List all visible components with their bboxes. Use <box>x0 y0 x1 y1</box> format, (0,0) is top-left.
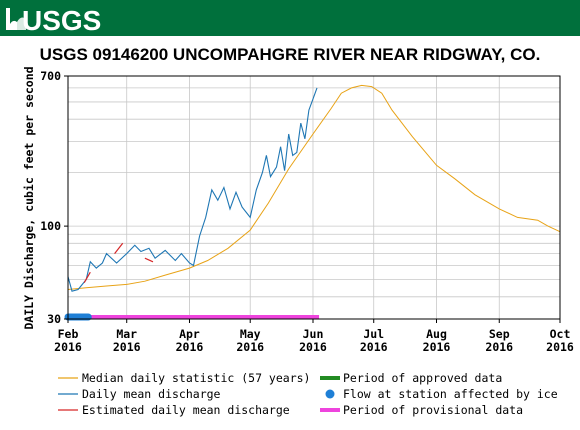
x-tick-year: 2016 <box>546 340 574 354</box>
legend-label-daily-mean: Daily mean discharge <box>82 387 221 401</box>
x-tick-year: 2016 <box>299 340 327 354</box>
x-tick-month: Feb <box>58 327 79 341</box>
chart-title: USGS 09146200 UNCOMPAHGRE RIVER NEAR RID… <box>40 45 541 64</box>
legend-label-estimated: Estimated daily mean discharge <box>82 403 290 417</box>
x-tick-year: 2016 <box>113 340 141 354</box>
y-tick-label: 100 <box>40 219 61 233</box>
x-tick-month: Sep <box>489 327 510 341</box>
usgs-wave-icon <box>6 8 26 30</box>
y-axis-ticks: 30 100 700 <box>40 69 68 326</box>
usgs-logo-text: USGS <box>22 5 101 36</box>
legend: Median daily statistic (57 years) Daily … <box>58 371 558 417</box>
x-tick-month: Jul <box>363 327 384 341</box>
legend-label-ice: Flow at station affected by ice <box>343 387 558 401</box>
estimated-segment <box>114 242 124 254</box>
x-tick-year: 2016 <box>485 340 513 354</box>
median-line <box>67 84 561 290</box>
usgs-logo: USGS <box>6 5 101 36</box>
x-tick-month: May <box>240 327 261 341</box>
plot-border <box>67 75 561 320</box>
legend-item-approved: Period of approved data <box>320 371 502 385</box>
x-tick-year: 2016 <box>54 340 82 354</box>
y-tick-label: 30 <box>47 312 61 326</box>
x-tick-month: Oct <box>550 327 571 341</box>
horizontal-gridlines <box>68 87 560 298</box>
legend-label-approved: Period of approved data <box>343 371 502 385</box>
y-axis-label: DAILY Discharge, cubic feet per second <box>22 66 36 329</box>
legend-item-provisional: Period of provisional data <box>320 403 523 417</box>
x-tick-year: 2016 <box>423 340 451 354</box>
legend-item-estimated: Estimated daily mean discharge <box>58 403 290 417</box>
x-tick-month: Jun <box>303 327 324 341</box>
x-tick-year: 2016 <box>360 340 388 354</box>
series-lines <box>67 84 561 292</box>
legend-swatch-ice <box>325 389 335 399</box>
legend-label-median: Median daily statistic (57 years) <box>82 371 310 385</box>
x-tick-month: Mar <box>116 327 137 341</box>
legend-label-provisional: Period of provisional data <box>343 403 523 417</box>
vertical-gridlines <box>126 76 500 319</box>
estimated-segment <box>144 257 154 263</box>
x-tick-year: 2016 <box>236 340 264 354</box>
daily-mean-line <box>67 87 318 292</box>
legend-item-ice: Flow at station affected by ice <box>325 387 558 401</box>
y-tick-label: 700 <box>40 69 61 83</box>
x-tick-month: Apr <box>179 327 200 341</box>
usgs-header-banner <box>0 0 580 36</box>
estimated-segment <box>83 271 91 284</box>
legend-item-daily-mean: Daily mean discharge <box>58 387 221 401</box>
x-tick-month: Aug <box>426 327 447 341</box>
x-tick-year: 2016 <box>176 340 204 354</box>
x-axis-ticks: Feb2016Mar2016Apr2016May2016Jun2016Jul20… <box>54 319 574 354</box>
legend-item-median: Median daily statistic (57 years) <box>58 371 310 385</box>
